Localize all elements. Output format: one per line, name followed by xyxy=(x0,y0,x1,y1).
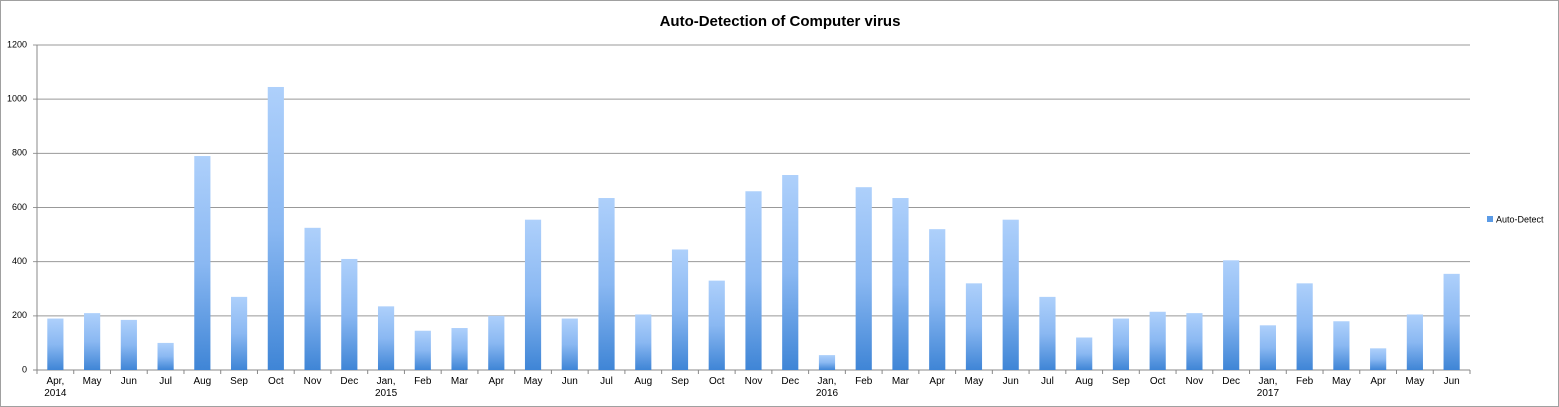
bar xyxy=(929,229,946,370)
bar xyxy=(1186,313,1203,370)
bar xyxy=(84,313,101,370)
bar xyxy=(671,249,689,370)
x-tick-label: Jun xyxy=(561,376,578,387)
x-tick-label: Apr, 2014 xyxy=(44,376,67,399)
y-tick-label: 0 xyxy=(22,364,27,374)
x-tick-label: Oct xyxy=(708,376,725,387)
x-tick-label: May xyxy=(964,376,984,387)
bar xyxy=(1039,296,1056,370)
x-tick-label: May xyxy=(523,376,543,387)
x-tick-label: Sep xyxy=(671,376,689,387)
bar xyxy=(414,330,431,370)
x-tick-label: Dec xyxy=(340,376,359,387)
bar xyxy=(708,280,725,370)
x-tick-label: Jan, 2017 xyxy=(1256,376,1280,399)
x-tick-label: Jun xyxy=(1443,376,1460,387)
y-tick-label: 1000 xyxy=(7,94,27,104)
bar xyxy=(892,198,909,370)
bar xyxy=(782,175,799,370)
bar xyxy=(451,328,468,370)
bar xyxy=(561,318,578,370)
bar xyxy=(1406,314,1423,370)
y-tick-label: 600 xyxy=(12,202,27,212)
x-tick-label: Jul xyxy=(159,376,172,387)
bar xyxy=(855,187,872,370)
bar xyxy=(47,318,64,370)
x-tick-label: Apr xyxy=(1370,376,1386,387)
bar xyxy=(1296,283,1313,370)
x-tick-label: Sep xyxy=(1112,376,1130,387)
x-tick-label: Dec xyxy=(781,376,800,387)
x-tick-label: Nov xyxy=(1185,376,1204,387)
x-tick-label: Sep xyxy=(230,376,248,387)
x-tick-label: May xyxy=(1331,376,1351,387)
x-tick-label: Jun xyxy=(1002,376,1019,387)
bar xyxy=(1370,348,1387,370)
bar xyxy=(120,319,137,370)
bar xyxy=(745,191,762,370)
x-tick-label: Jul xyxy=(1041,376,1054,387)
y-tick-label: 400 xyxy=(12,256,27,266)
legend-swatch xyxy=(1487,216,1493,222)
bar xyxy=(157,342,174,370)
chart-title: Auto-Detection of Computer virus xyxy=(660,13,901,30)
bar xyxy=(635,314,652,370)
legend-label: Auto-Detect xyxy=(1496,214,1544,224)
bar xyxy=(1002,219,1019,370)
bar xyxy=(377,306,395,370)
bar xyxy=(267,86,284,371)
x-tick-label: Aug xyxy=(193,376,212,387)
x-tick-label: Apr xyxy=(488,376,505,387)
x-tick-label: Jul xyxy=(600,376,613,387)
x-tick-label: Apr xyxy=(929,376,945,387)
bar xyxy=(231,296,248,370)
bar xyxy=(1443,273,1460,370)
bar xyxy=(965,283,983,370)
bar xyxy=(488,315,505,370)
y-tick-label: 800 xyxy=(12,148,27,158)
x-tick-label: Nov xyxy=(303,376,322,387)
x-tick-label: Oct xyxy=(268,376,284,387)
x-tick-label: Aug xyxy=(634,376,653,387)
bar xyxy=(1112,318,1130,370)
bar xyxy=(818,355,836,370)
x-tick-label: Dec xyxy=(1222,376,1241,387)
bar xyxy=(1076,337,1093,370)
bar xyxy=(1259,325,1276,370)
bar xyxy=(598,198,615,370)
x-tick-label: Jan, 2016 xyxy=(815,376,839,399)
x-tick-label: Jun xyxy=(120,376,137,387)
x-tick-label: Feb xyxy=(414,376,432,387)
bar xyxy=(341,258,358,370)
x-tick-label: May xyxy=(1405,376,1425,387)
x-tick-label: Mar xyxy=(891,376,910,387)
y-tick-label: 200 xyxy=(12,310,27,320)
bar xyxy=(194,156,211,370)
x-tick-label: Mar xyxy=(450,376,469,387)
bar xyxy=(1149,311,1166,370)
bar xyxy=(304,227,321,370)
x-tick-label: Aug xyxy=(1075,376,1094,387)
x-tick-label: Feb xyxy=(1296,376,1314,387)
x-tick-label: May xyxy=(82,376,102,387)
x-tick-label: Jan, 2015 xyxy=(374,376,398,399)
y-tick-label: 1200 xyxy=(7,39,27,49)
bar xyxy=(1223,260,1240,370)
x-tick-label: Feb xyxy=(855,376,873,387)
x-tick-label: Nov xyxy=(744,376,763,387)
bar xyxy=(524,219,542,370)
x-tick-label: Oct xyxy=(1149,376,1166,387)
bar xyxy=(1333,321,1350,370)
